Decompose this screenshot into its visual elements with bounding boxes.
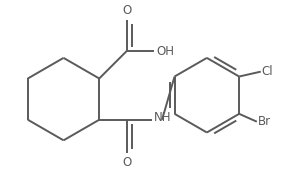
Text: OH: OH (156, 44, 174, 57)
Text: NH: NH (154, 111, 172, 124)
Text: O: O (122, 4, 131, 17)
Text: Cl: Cl (262, 65, 273, 78)
Text: Br: Br (258, 115, 271, 128)
Text: O: O (122, 156, 131, 169)
